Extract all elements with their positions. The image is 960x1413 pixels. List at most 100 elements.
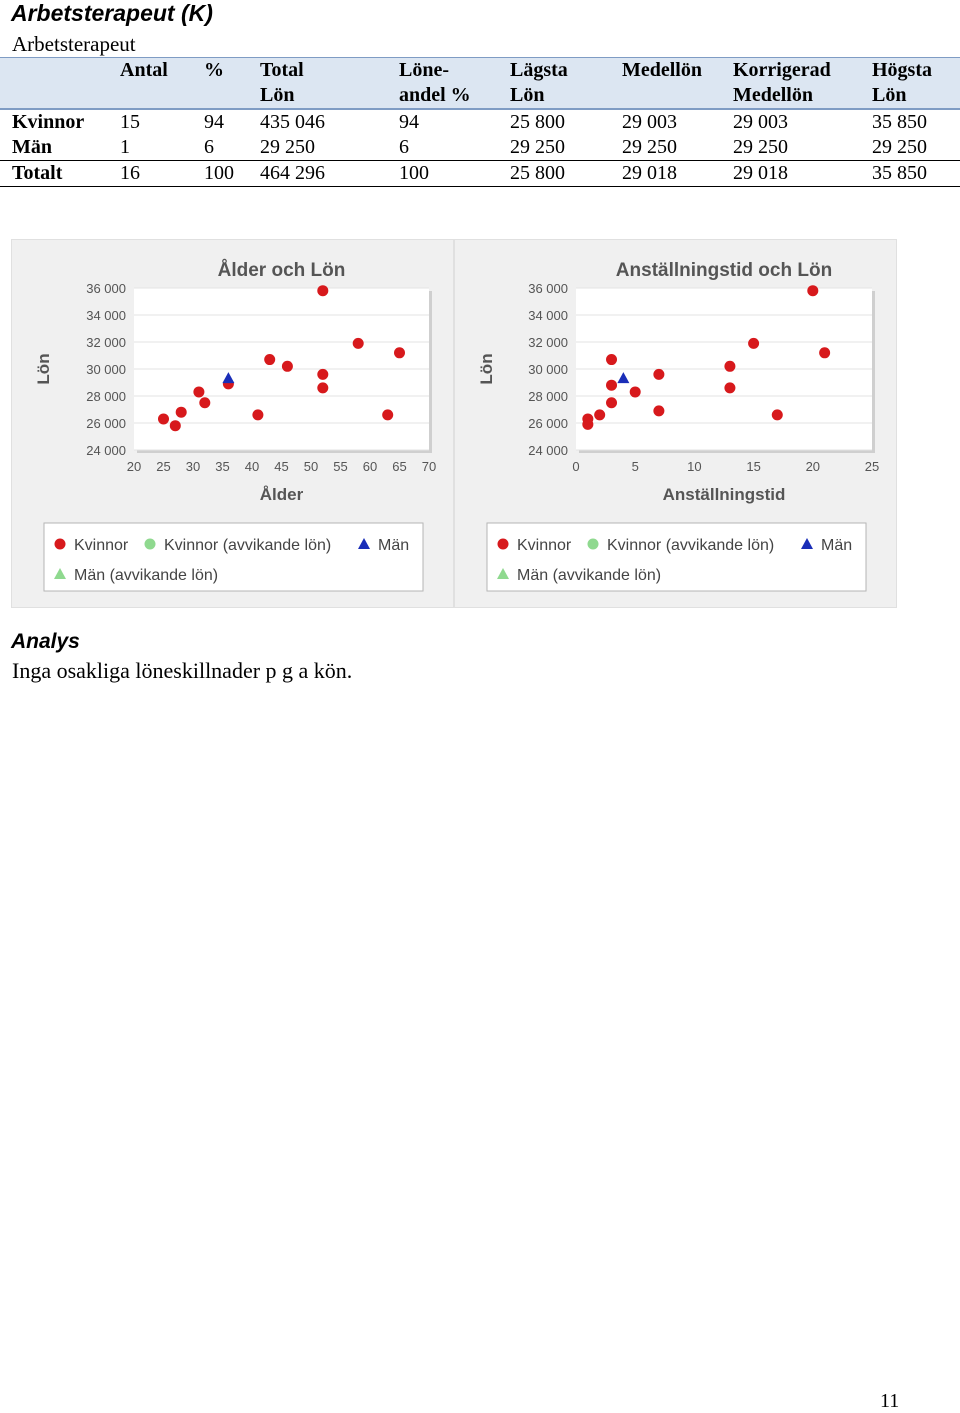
legend-marker bbox=[801, 538, 813, 549]
table-cell: 29 250 bbox=[622, 136, 677, 158]
legend-marker bbox=[54, 568, 66, 579]
col-header-loneandel: Löne-andel % bbox=[399, 59, 471, 106]
legend-label: Kvinnor bbox=[517, 537, 572, 554]
data-point-kvinnor bbox=[352, 337, 364, 349]
legend-label: Män (avvikande lön) bbox=[517, 567, 661, 584]
page-title: Arbetsterapeut (K) bbox=[11, 0, 213, 26]
table-cell: 6 bbox=[204, 136, 214, 158]
table-header: Antal % Total Lön Löne-andel % Lägsta Lön … bbox=[0, 57, 960, 109]
table-row-kvinnor: Kvinnor 15 94 435 046 94 25 800 29 003 2… bbox=[0, 109, 960, 135]
chart-panel-anstallningstid: 24 000 26 000 28 000 30 000 32 000 34 000 36 0… bbox=[454, 239, 897, 608]
row-label: Kvinnor bbox=[12, 111, 85, 133]
x-axis-label: Anställningstid bbox=[663, 485, 786, 504]
table-cell: 29 003 bbox=[733, 111, 788, 133]
legend-label: Män bbox=[378, 537, 409, 554]
x-tick-label: 15 bbox=[746, 459, 760, 474]
data-point-m-n bbox=[617, 372, 630, 384]
table-cell: 435 046 bbox=[260, 111, 325, 133]
legend-marker bbox=[587, 538, 599, 550]
table-cell: 29 250 bbox=[510, 136, 565, 158]
legend-label: Män bbox=[821, 537, 852, 554]
scatter-chart-alder-lon: 24 000 26 000 28 000 30 000 32 000 34 000 36 0… bbox=[34, 260, 436, 592]
legend-label: Kvinnor (avvikande lön) bbox=[164, 537, 331, 554]
y-tick-label: 26 000 bbox=[528, 416, 568, 431]
data-point-kvinnor bbox=[199, 397, 211, 409]
table-row-totalt: Totalt 16 100 464 296 100 25 800 29 018 … bbox=[0, 160, 960, 187]
x-tick-label: 40 bbox=[245, 459, 259, 474]
legend-marker bbox=[54, 538, 66, 550]
table-cell: 15 bbox=[120, 111, 140, 133]
table-cell: 100 bbox=[399, 162, 429, 184]
data-point-kvinnor bbox=[748, 337, 760, 349]
legend-marker bbox=[358, 538, 370, 549]
y-tick-label: 34 000 bbox=[86, 308, 126, 323]
chart-panel-alder: 24 000 26 000 28 000 30 000 32 000 34 000 36 0… bbox=[11, 239, 454, 608]
data-point-kvinnor bbox=[653, 405, 665, 417]
y-tick-label: 30 000 bbox=[528, 362, 568, 377]
table-cell: 16 bbox=[120, 162, 140, 184]
section-subtitle: Arbetsterapeut bbox=[12, 32, 136, 56]
data-point-kvinnor bbox=[193, 386, 205, 398]
data-point-kvinnor bbox=[317, 368, 329, 380]
table-cell: 25 800 bbox=[510, 162, 565, 184]
table-cell: 29 018 bbox=[733, 162, 788, 184]
data-point-kvinnor bbox=[317, 382, 329, 394]
col-header-hogsta-lon: Högsta Lön bbox=[872, 59, 932, 106]
legend-label: Kvinnor bbox=[74, 537, 129, 554]
y-tick-label: 36 000 bbox=[528, 281, 568, 296]
chart-title: Ålder och Lön bbox=[218, 260, 346, 281]
scatter-chart-anstallningstid-lon: 24 000 26 000 28 000 30 000 32 000 34 000 36 0… bbox=[477, 260, 879, 592]
data-point-kvinnor bbox=[175, 406, 187, 418]
table-cell: 35 850 bbox=[872, 111, 927, 133]
x-tick-label: 25 bbox=[865, 459, 879, 474]
x-tick-label: 20 bbox=[127, 459, 141, 474]
table-cell: 94 bbox=[399, 111, 419, 133]
x-tick-label: 25 bbox=[156, 459, 170, 474]
y-tick-label: 28 000 bbox=[86, 389, 126, 404]
data-point-kvinnor bbox=[317, 285, 329, 297]
data-point-kvinnor bbox=[771, 409, 783, 421]
row-label: Män bbox=[12, 136, 52, 158]
y-tick-label: 24 000 bbox=[528, 443, 568, 458]
legend-marker bbox=[497, 538, 509, 550]
y-tick-label: 32 000 bbox=[528, 335, 568, 350]
data-point-kvinnor bbox=[807, 285, 819, 297]
table-cell: 35 850 bbox=[872, 162, 927, 184]
data-point-kvinnor bbox=[819, 347, 831, 359]
x-tick-label: 10 bbox=[687, 459, 701, 474]
analysis-text: Inga osakliga löneskillnader p g a kön. bbox=[12, 658, 353, 683]
x-tick-label: 0 bbox=[572, 459, 579, 474]
table-cell: 1 bbox=[120, 136, 130, 158]
x-tick-label: 30 bbox=[186, 459, 200, 474]
data-point-kvinnor bbox=[606, 379, 618, 391]
x-tick-label: 55 bbox=[333, 459, 347, 474]
x-tick-label: 35 bbox=[215, 459, 229, 474]
data-point-kvinnor bbox=[594, 409, 606, 421]
legend-marker bbox=[497, 568, 509, 579]
data-point-kvinnor bbox=[169, 420, 181, 432]
y-axis-label: Lön bbox=[477, 353, 496, 384]
page-number: 11 bbox=[880, 1390, 900, 1412]
table-cell: 464 296 bbox=[260, 162, 325, 184]
y-tick-label: 30 000 bbox=[86, 362, 126, 377]
analysis-heading: Analys bbox=[11, 630, 80, 653]
table-cell: 29 250 bbox=[260, 136, 315, 158]
data-point-kvinnor bbox=[606, 354, 618, 366]
table-cell: 25 800 bbox=[510, 111, 565, 133]
x-tick-label: 5 bbox=[632, 459, 639, 474]
table-cell: 29 250 bbox=[733, 136, 788, 158]
table-cell: 94 bbox=[204, 111, 224, 133]
col-header-medellon: Medellön bbox=[622, 59, 702, 81]
data-point-kvinnor bbox=[281, 360, 293, 372]
row-label: Totalt bbox=[12, 162, 63, 184]
data-point-kvinnor bbox=[264, 354, 276, 366]
table-cell: 29 003 bbox=[622, 111, 677, 133]
data-point-kvinnor bbox=[653, 368, 665, 380]
legend-box bbox=[43, 522, 424, 592]
table-cell: 6 bbox=[399, 136, 409, 158]
legend-label: Män (avvikande lön) bbox=[74, 567, 218, 584]
y-tick-label: 26 000 bbox=[86, 416, 126, 431]
data-point-kvinnor bbox=[394, 347, 405, 359]
chart-title: Anställningstid och Lön bbox=[616, 260, 832, 281]
x-tick-label: 70 bbox=[422, 459, 436, 474]
